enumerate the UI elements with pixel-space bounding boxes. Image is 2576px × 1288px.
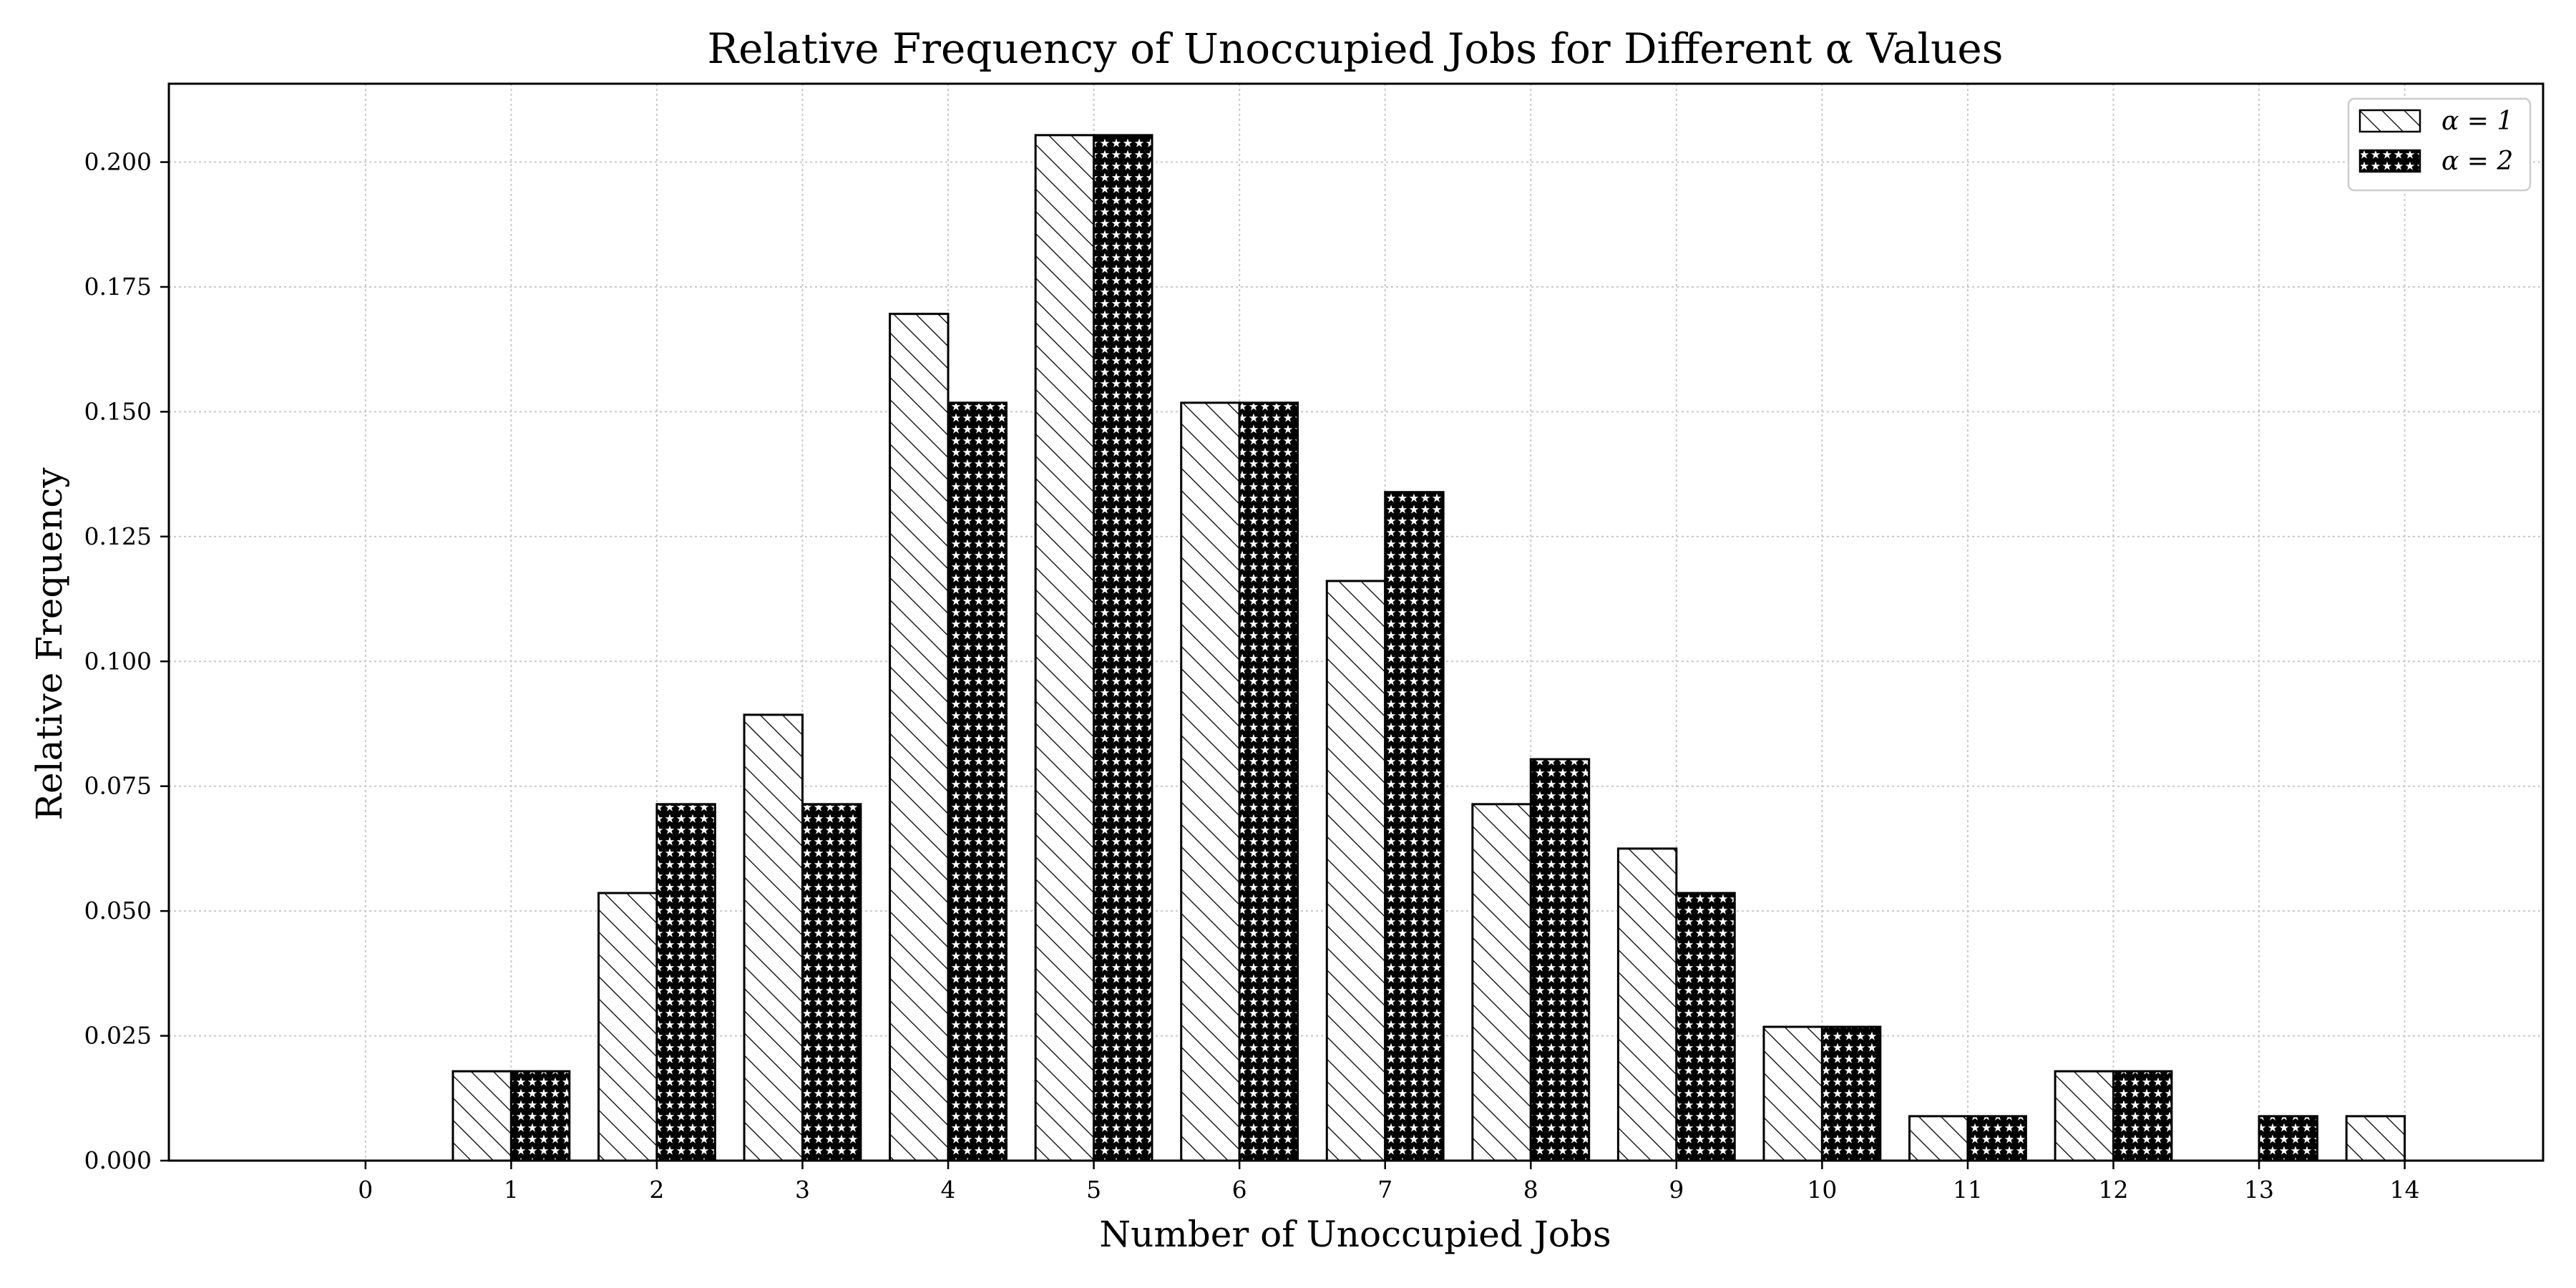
y-axis-title: Relative Frequency [29, 467, 70, 821]
bar-alpha-1-jobs-1 [452, 1070, 512, 1162]
x-tick-label: 0 [358, 1176, 373, 1204]
bar-alpha-2-jobs-1 [509, 1070, 571, 1162]
x-tick-label: 12 [2099, 1176, 2129, 1204]
bar-alpha-2-jobs-4 [947, 401, 1008, 1162]
x-tick-label: 10 [1807, 1176, 1837, 1204]
bar-alpha-1-jobs-14 [2345, 1115, 2406, 1162]
y-tick-label: 0.150 [84, 397, 152, 425]
legend: α = 1 α = 2 [2347, 97, 2532, 192]
x-tick-label: 11 [1953, 1176, 1983, 1204]
bar-alpha-1-jobs-12 [2054, 1070, 2115, 1162]
y-tick-label: 0.200 [84, 148, 152, 176]
bar-alpha-2-jobs-8 [1529, 758, 1591, 1162]
bar-alpha-1-jobs-4 [889, 313, 950, 1162]
bars [452, 134, 2406, 1162]
bar-alpha-1-jobs-7 [1325, 580, 1387, 1162]
bar-alpha-2-jobs-6 [1238, 401, 1299, 1162]
x-tick-label: 2 [649, 1176, 664, 1204]
bar-alpha-2-jobs-7 [1384, 491, 1445, 1162]
y-tick-label: 0.125 [84, 522, 152, 550]
bar-alpha-2-jobs-10 [1820, 1025, 1882, 1162]
y-tick-label: 0.100 [84, 647, 152, 675]
x-tick-label: 6 [1232, 1176, 1247, 1204]
x-tick-label: 9 [1669, 1176, 1684, 1204]
x-tick-label: 3 [795, 1176, 810, 1204]
bar-alpha-2-jobs-11 [1966, 1115, 2027, 1162]
chart-title: Relative Frequency of Unoccupied Jobs fo… [707, 24, 2003, 73]
x-tick-label: 1 [504, 1176, 519, 1204]
x-tick-label: 4 [941, 1176, 956, 1204]
bar-alpha-1-jobs-5 [1034, 134, 1096, 1162]
x-tick-label: 14 [2390, 1176, 2420, 1204]
bar-alpha-2-jobs-13 [2258, 1115, 2318, 1162]
legend-swatch-alpha-1 [2358, 109, 2421, 133]
bar-alpha-2-jobs-9 [1675, 892, 1736, 1162]
bar-alpha-1-jobs-10 [1762, 1025, 1823, 1162]
bar-alpha-1-jobs-3 [743, 713, 804, 1162]
y-tick-label: 0.025 [84, 1022, 152, 1050]
y-tick-label: 0.050 [84, 897, 152, 924]
legend-label-alpha-2: α = 2 [2441, 147, 2513, 176]
bar-alpha-1-jobs-11 [1908, 1115, 1969, 1162]
x-axis-title: Number of Unoccupied Jobs [1099, 1214, 1611, 1255]
bar-alpha-1-jobs-2 [597, 892, 658, 1162]
bar-alpha-2-jobs-12 [2112, 1070, 2173, 1162]
bar-alpha-2-jobs-5 [1093, 134, 1153, 1162]
legend-label-alpha-1: α = 1 [2441, 107, 2513, 136]
y-tick-label: 0.000 [84, 1146, 152, 1174]
x-tick-label: 13 [2244, 1176, 2274, 1204]
x-tick-label: 5 [1086, 1176, 1101, 1204]
bar-alpha-1-jobs-8 [1471, 803, 1532, 1162]
y-axis: 0.000 0.025 0.050 0.075 0.100 0.125 0.150 0.175… [84, 148, 169, 1174]
legend-swatch-alpha-2 [2358, 149, 2421, 173]
bar-alpha-1-jobs-9 [1616, 847, 1678, 1162]
x-axis: 0 1 2 3 4 5 6 7 8 9 10 11 12 13 14 [358, 1161, 2420, 1204]
x-tick-label: 8 [1523, 1176, 1538, 1204]
x-tick-label: 7 [1377, 1176, 1392, 1204]
bar-alpha-1-jobs-6 [1180, 401, 1241, 1162]
bar-alpha-2-jobs-2 [655, 803, 716, 1162]
y-tick-label: 0.075 [84, 772, 152, 800]
y-tick-label: 0.175 [84, 273, 152, 301]
plot-frame [167, 82, 2545, 1162]
bar-alpha-2-jobs-3 [801, 803, 862, 1162]
